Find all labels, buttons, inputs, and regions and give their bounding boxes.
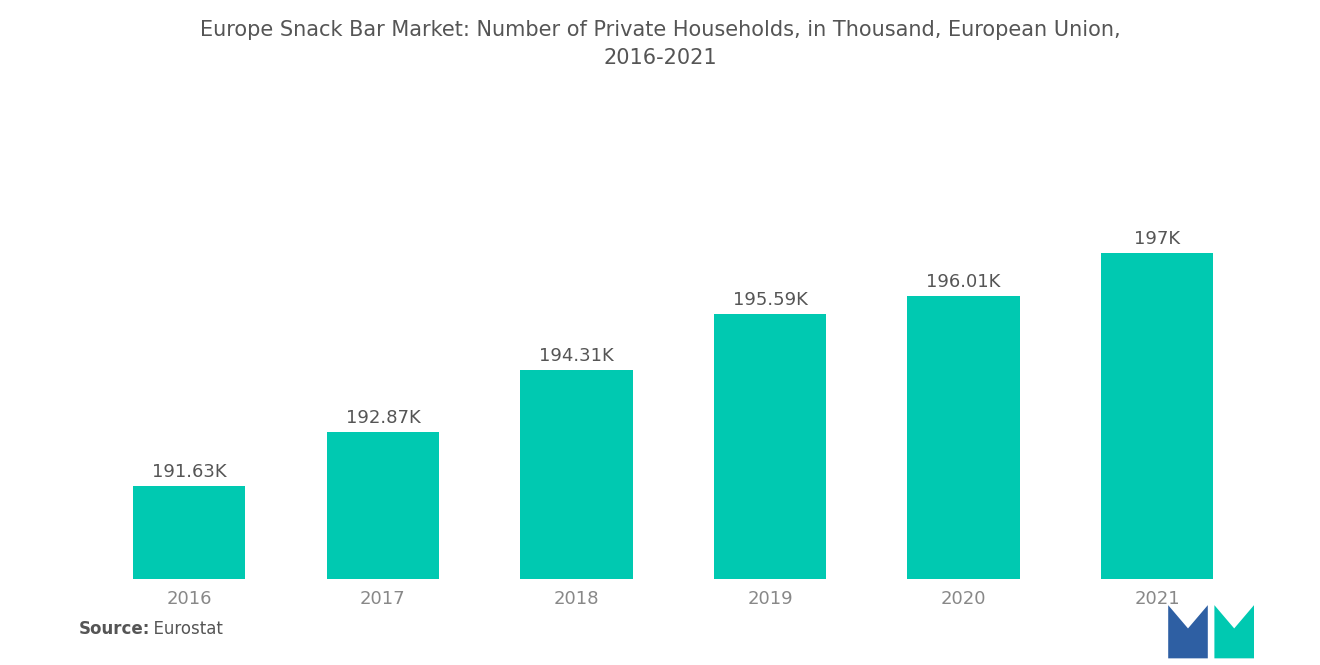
Text: 191.63K: 191.63K bbox=[152, 463, 227, 481]
Text: 192.87K: 192.87K bbox=[346, 409, 420, 427]
Bar bbox=[520, 370, 632, 579]
Text: Europe Snack Bar Market: Number of Private Households, in Thousand, European Uni: Europe Snack Bar Market: Number of Priva… bbox=[199, 20, 1121, 68]
Text: 194.31K: 194.31K bbox=[539, 346, 614, 364]
Polygon shape bbox=[1214, 605, 1254, 658]
Bar bbox=[714, 315, 826, 579]
Text: 195.59K: 195.59K bbox=[733, 291, 808, 309]
Bar bbox=[327, 432, 440, 579]
Text: 197K: 197K bbox=[1134, 230, 1180, 248]
Bar bbox=[133, 486, 246, 579]
Bar bbox=[907, 296, 1019, 579]
Bar bbox=[1101, 253, 1213, 579]
Text: Eurostat: Eurostat bbox=[143, 620, 223, 638]
Text: 196.01K: 196.01K bbox=[927, 273, 1001, 291]
Polygon shape bbox=[1168, 605, 1208, 658]
Text: Source:: Source: bbox=[79, 620, 150, 638]
